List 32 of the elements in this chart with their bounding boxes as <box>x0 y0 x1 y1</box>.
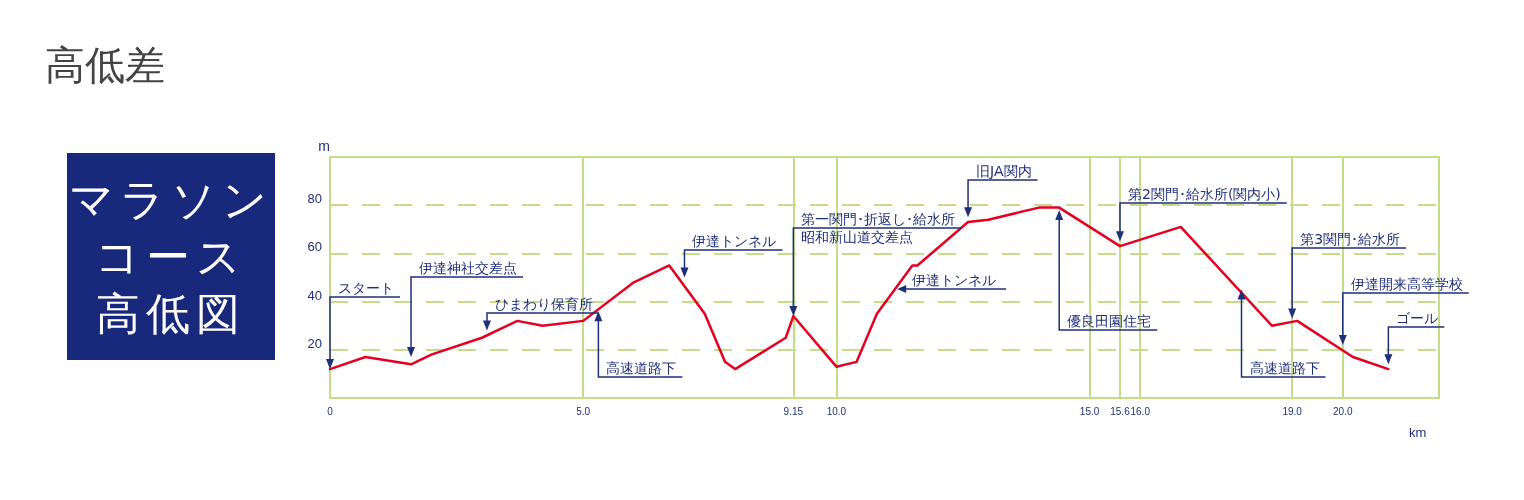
annotation: 第2関門･給水所(関内小) <box>1127 186 1281 202</box>
x-tick-label: 5.0 <box>576 405 591 417</box>
x-tick-label: 0 <box>327 405 334 417</box>
text: マラソンコース高低図 <box>69 173 273 341</box>
x-tick-label: 10.0 <box>826 405 847 417</box>
annotation: 伊達開来高等学校 <box>1350 276 1463 292</box>
annotation: 高速道路下 <box>1249 360 1320 376</box>
x-axis-title: km <box>1409 425 1427 440</box>
x-tick-label: 15.6 <box>1110 405 1131 417</box>
y-axis-title: m <box>318 138 330 154</box>
chart-title: 高低差 <box>45 41 165 90</box>
y-tick-label: 20 <box>307 335 322 351</box>
annotation: 第一関門･折返し･給水所 <box>801 211 956 227</box>
annotation: 伊達トンネル <box>912 272 997 288</box>
x-tick-label: 20.0 <box>1333 405 1353 417</box>
y-tick-label: 40 <box>307 287 322 303</box>
annotation: 高速道路下 <box>606 360 677 376</box>
annotation: ひまわり保育所 <box>494 296 593 312</box>
annotation: ゴール <box>1396 310 1439 326</box>
annotation: 昭和新山道交差点 <box>801 229 914 246</box>
x-tick-label: 15.0 <box>1079 405 1100 417</box>
annotation: 第3関門･給水所 <box>1300 231 1401 247</box>
x-tick-label: 19.0 <box>1282 405 1303 417</box>
annotation: 優良田園住宅 <box>1067 313 1152 329</box>
annotation: 伊達神社交差点 <box>419 260 518 276</box>
x-tick-label: 16.0 <box>1130 405 1151 417</box>
x-tick-label: 9.15 <box>783 405 804 417</box>
y-tick-label: 80 <box>307 191 322 207</box>
annotation: 伊達トンネル <box>692 233 777 249</box>
annotation: スタート <box>338 280 394 296</box>
annotation: 旧JA関内 <box>976 163 1032 179</box>
y-tick-label: 60 <box>307 239 322 255</box>
